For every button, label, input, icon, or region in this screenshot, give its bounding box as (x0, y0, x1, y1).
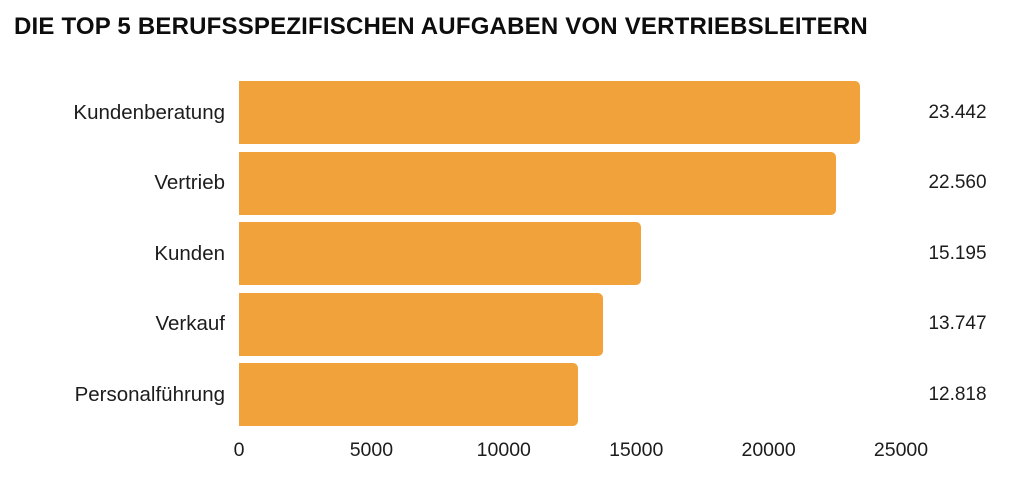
bar-row: Kundenberatung 23.442 (0, 78, 1014, 148)
bar-kunden (239, 222, 642, 286)
value-label: 13.747 (928, 313, 987, 335)
bar-track (239, 363, 901, 427)
category-label: Personalführung (74, 382, 225, 406)
category-label: Vertrieb (154, 171, 225, 195)
bar-personalfuehrung (239, 363, 579, 427)
bar-verkauf (239, 292, 604, 356)
chart-title: DIE TOP 5 BERUFSSPEZIFISCHEN AUFGABEN VO… (14, 13, 868, 40)
value-label: 23.442 (928, 101, 987, 123)
x-axis-tick: 10000 (476, 438, 531, 461)
bar-kundenberatung (239, 81, 860, 145)
plot-area: Kundenberatung 23.442 Vertrieb 22.560 Ku… (0, 78, 1014, 465)
bar-row: Personalführung 12.818 (0, 359, 1014, 429)
x-axis: 0 5000 10000 15000 20000 25000 (234, 438, 929, 465)
bar-row: Kunden 15.195 (0, 219, 1014, 289)
value-label: 22.560 (928, 172, 987, 194)
x-axis-tick: 0 (233, 438, 245, 461)
bar-track (239, 81, 901, 145)
x-axis-tick: 20000 (741, 438, 796, 461)
bar-track (239, 292, 901, 356)
value-label: 12.818 (928, 383, 987, 405)
category-label: Kundenberatung (73, 100, 225, 124)
x-axis-tick: 15000 (609, 438, 664, 461)
bar-track (239, 222, 901, 286)
x-axis-tick: 5000 (349, 438, 394, 461)
category-label: Kunden (154, 241, 225, 265)
bar-track (239, 151, 901, 215)
bar-vertrieb (239, 151, 837, 215)
value-label: 15.195 (928, 242, 987, 264)
bar-row: Verkauf 13.747 (0, 289, 1014, 359)
x-axis-tick: 25000 (873, 438, 929, 461)
category-label: Verkauf (155, 312, 225, 336)
bar-row: Vertrieb 22.560 (0, 148, 1014, 218)
